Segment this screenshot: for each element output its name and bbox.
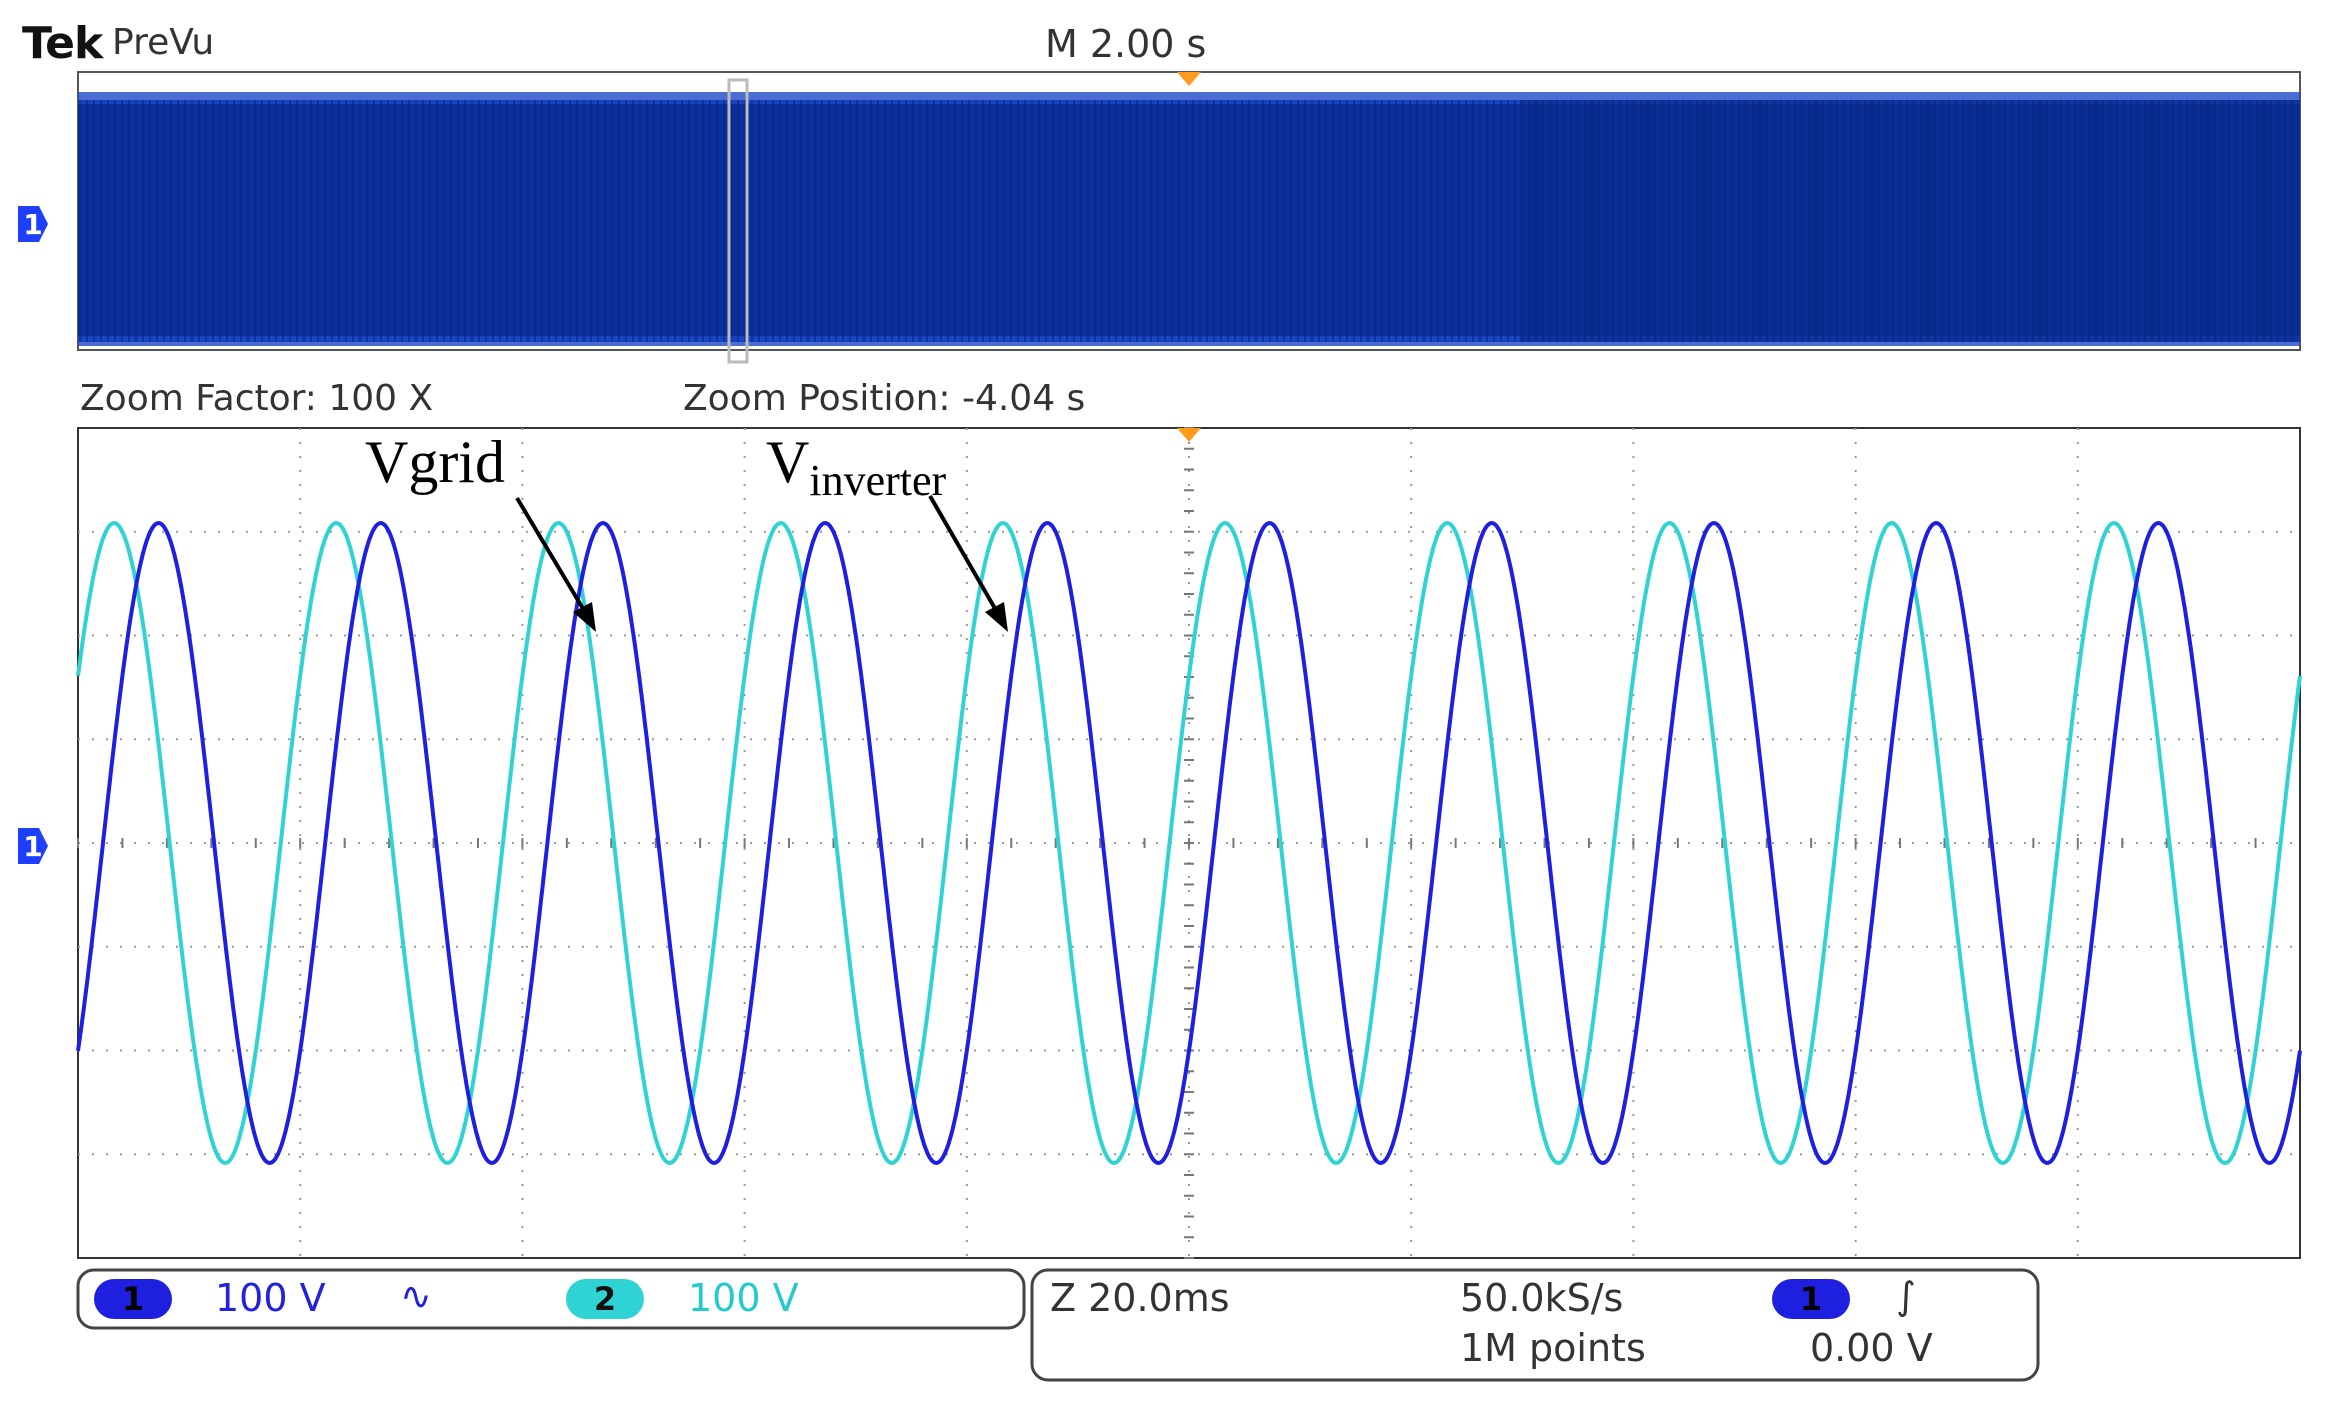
zoom-position-label: Zoom Position: -4.04 s — [683, 378, 1086, 419]
zoom-window-box[interactable] — [727, 78, 749, 364]
ch1-badge[interactable]: 1 — [94, 1279, 172, 1319]
zoom-trigger-marker — [1177, 428, 1201, 442]
record-length-readout: 1M points — [1460, 1326, 1646, 1370]
zoom-panel — [76, 427, 2302, 1259]
vinverter-arrow — [928, 494, 1008, 632]
graticule — [77, 427, 2300, 1259]
mode-label: PreVu — [112, 22, 215, 63]
trigger-level-readout[interactable]: 0.00 V — [1810, 1326, 1933, 1370]
ch1-scale[interactable]: 100 V — [215, 1276, 326, 1320]
trigger-position-marker — [1177, 72, 1201, 86]
sample-rate-readout: 50.0kS/s — [1460, 1276, 1624, 1320]
ch2-badge[interactable]: 2 — [566, 1279, 644, 1319]
trigger-source-badge[interactable]: 1 — [1772, 1279, 1850, 1319]
timebase-readout: M 2.00 s — [1045, 22, 1207, 66]
ch1-coupling-icon: ∿ — [400, 1274, 432, 1318]
ch2-scale[interactable]: 100 V — [688, 1276, 799, 1320]
zoom-scale-readout[interactable]: Z 20.0ms — [1050, 1276, 1230, 1320]
vinverter-main: V — [766, 429, 810, 495]
ch2-waveform — [76, 521, 2302, 1165]
vgrid-arrow — [515, 496, 596, 632]
channel-status-panel — [76, 1268, 1026, 1330]
ch1-waveform — [76, 521, 2302, 1165]
brand-logo: Tek — [22, 18, 103, 69]
vinverter-label: Vinverter — [766, 428, 946, 506]
trigger-slope-icon: ∫ — [1896, 1274, 1916, 1318]
vgrid-label: Vgrid — [365, 429, 505, 495]
zoom-factor-label: Zoom Factor: 100 X — [80, 378, 434, 419]
vinverter-subscript: inverter — [809, 456, 947, 505]
overview-panel — [77, 71, 2301, 364]
